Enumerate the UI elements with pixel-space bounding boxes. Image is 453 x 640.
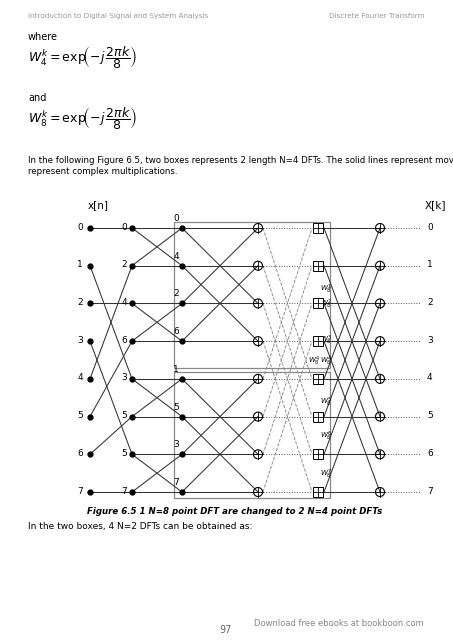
Text: $W_8^4$: $W_8^4$ (308, 355, 320, 367)
Text: 1: 1 (173, 365, 179, 374)
Text: $W_8^k = \mathrm{exp}\!\left(-j\,\dfrac{2\pi k}{8}\right)$: $W_8^k = \mathrm{exp}\!\left(-j\,\dfrac{… (28, 105, 137, 132)
Text: 7: 7 (77, 486, 83, 495)
Text: $W_8^3$: $W_8^3$ (320, 333, 332, 347)
Text: In the following Figure 6.5, two boxes represents 2 length N=4 DFTs. The solid l: In the following Figure 6.5, two boxes r… (28, 156, 453, 165)
Text: 3: 3 (173, 440, 179, 449)
Text: 6: 6 (77, 449, 83, 458)
Text: X[k]: X[k] (425, 200, 447, 210)
Text: 2: 2 (77, 298, 83, 307)
Text: 5: 5 (173, 403, 179, 412)
Text: 4: 4 (427, 373, 433, 382)
Text: 5: 5 (427, 411, 433, 420)
Text: 0: 0 (121, 223, 127, 232)
Text: 3: 3 (427, 335, 433, 345)
Text: where: where (28, 32, 58, 42)
Text: 2: 2 (173, 289, 179, 298)
Text: 5: 5 (121, 449, 127, 458)
Text: 3: 3 (121, 373, 127, 382)
Bar (313, 336, 323, 346)
Text: 6: 6 (173, 327, 179, 336)
Bar (313, 298, 323, 308)
Text: 7: 7 (173, 478, 179, 487)
Text: Discrete Fourier Transform: Discrete Fourier Transform (329, 13, 425, 19)
Text: 5: 5 (121, 411, 127, 420)
Bar (313, 223, 323, 233)
Text: $W_4^k = \mathrm{exp}\!\left(-j\,\dfrac{2\pi k}{8}\right)$: $W_4^k = \mathrm{exp}\!\left(-j\,\dfrac{… (28, 44, 137, 71)
Text: 3: 3 (77, 335, 83, 345)
Text: In the two boxes, 4 N=2 DFTs can be obtained as:: In the two boxes, 4 N=2 DFTs can be obta… (28, 522, 252, 531)
Text: Introduction to Digital Signal and System Analysis: Introduction to Digital Signal and Syste… (28, 13, 208, 19)
Text: 4: 4 (121, 298, 127, 307)
Text: and: and (28, 93, 46, 103)
Text: 7: 7 (121, 486, 127, 495)
Text: 0: 0 (77, 223, 83, 232)
Text: $W_8^2$: $W_8^2$ (320, 298, 332, 311)
Text: 6: 6 (427, 449, 433, 458)
Bar (313, 449, 323, 460)
Bar (174, 372, 330, 498)
Text: Download free ebooks at bookboon.com: Download free ebooks at bookboon.com (254, 619, 424, 628)
Text: 2: 2 (121, 260, 127, 269)
Text: 4: 4 (173, 252, 179, 260)
Text: 2: 2 (427, 298, 433, 307)
Text: 7: 7 (427, 486, 433, 495)
Bar (313, 487, 323, 497)
Text: 0: 0 (173, 214, 179, 223)
Text: 6: 6 (121, 335, 127, 345)
Text: $W_8^7$: $W_8^7$ (320, 467, 332, 481)
Text: 5: 5 (77, 411, 83, 420)
Text: $W_8^6$: $W_8^6$ (320, 430, 332, 443)
Bar (313, 260, 323, 271)
Bar (313, 374, 323, 384)
Bar (313, 412, 323, 422)
Text: 97: 97 (220, 625, 232, 635)
Text: Figure 6.5 1 N=8 point DFT are changed to 2 N=4 point DFTs: Figure 6.5 1 N=8 point DFT are changed t… (87, 507, 383, 516)
Text: 4: 4 (77, 373, 83, 382)
Text: $W_8^5$: $W_8^5$ (320, 396, 332, 409)
Text: $W_8^4$: $W_8^4$ (320, 355, 332, 367)
Text: $W_8^1$: $W_8^1$ (320, 283, 332, 296)
Bar (174, 222, 330, 368)
Text: 1: 1 (427, 260, 433, 269)
Text: 1: 1 (77, 260, 83, 269)
Text: 0: 0 (427, 223, 433, 232)
Text: x[n]: x[n] (88, 200, 109, 210)
Text: represent complex multiplications.: represent complex multiplications. (28, 167, 178, 176)
